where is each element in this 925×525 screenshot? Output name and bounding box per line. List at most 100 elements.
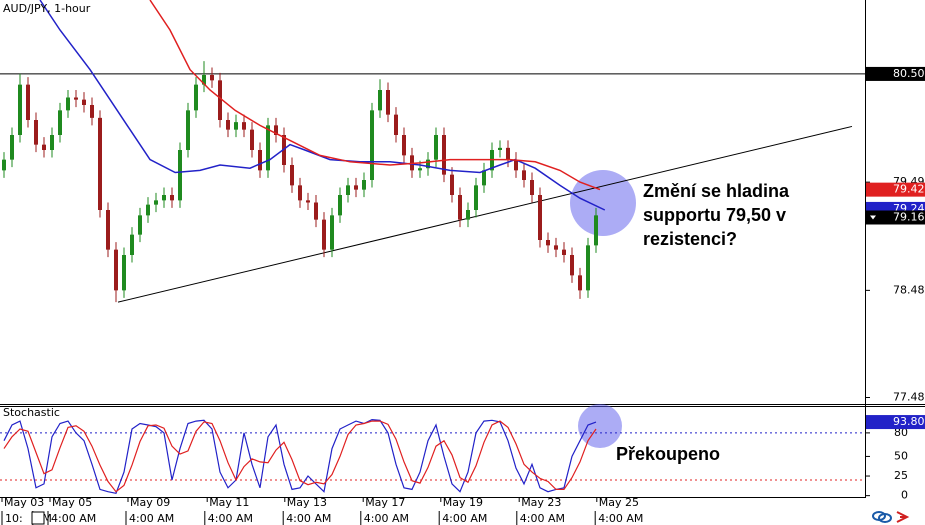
x-tick-label: May 09	[130, 496, 170, 509]
candle-body	[434, 135, 438, 160]
candle-body	[122, 255, 126, 291]
candle-body	[578, 275, 582, 291]
candle-body	[498, 147, 502, 150]
x-tick-label: 4:00 AM	[51, 512, 96, 525]
candle-body	[274, 125, 278, 135]
highlight-circle	[570, 170, 636, 236]
price-badge-label: 80.50	[893, 67, 925, 80]
y-tick-label: 77.48	[893, 391, 925, 404]
value-badge	[866, 415, 925, 430]
price-badge-label: 79.42	[893, 183, 925, 196]
candle-body	[426, 159, 430, 169]
annotation: rezistenci?	[643, 229, 737, 249]
y-tick-label: 25	[894, 469, 908, 482]
candle-body	[210, 75, 214, 81]
candle-body	[42, 144, 46, 150]
candle-body	[178, 150, 182, 201]
chart-title: AUD/JPY, 1-hour	[3, 2, 91, 15]
candle-body	[338, 195, 342, 216]
x-tick-label: May 19	[443, 496, 483, 509]
candle-body	[314, 202, 318, 220]
stochastic-line	[3, 418, 597, 494]
candle-body	[530, 180, 534, 195]
toolbar-icons[interactable]	[872, 511, 910, 523]
annotation: supportu 79,50 v	[643, 205, 786, 225]
price-badge-label: 79.16	[893, 211, 925, 224]
candle-body	[474, 185, 478, 210]
x-tick-label: May 25	[599, 496, 639, 509]
candle-body	[26, 84, 30, 120]
x-tick-label: 4:00 AM	[520, 512, 565, 525]
candle-body	[482, 170, 486, 186]
x-tick-label: 10:	[5, 512, 23, 525]
candle-body	[58, 110, 62, 135]
trendline	[117, 125, 853, 303]
highlight-circle	[578, 404, 622, 448]
candle-body	[50, 135, 54, 150]
candle-body	[522, 170, 526, 180]
candle-body	[18, 84, 22, 135]
candle-body	[114, 249, 118, 291]
x-tick-label: May 03	[4, 496, 44, 509]
candle-body	[554, 245, 558, 250]
candle-body	[458, 195, 462, 220]
candle-body	[194, 84, 198, 111]
candle-body	[250, 129, 254, 150]
x-tick-label: 4:00 AM	[208, 512, 253, 525]
candle-body	[74, 97, 78, 100]
x-tick-label: May 17	[365, 496, 405, 509]
candle-body	[154, 200, 158, 205]
candle-body	[138, 215, 142, 235]
candle-body	[362, 180, 366, 190]
candle-body	[378, 90, 382, 111]
candle-body	[186, 110, 190, 150]
x-tick-label: 4:00 AM	[286, 512, 331, 525]
candle-body	[298, 185, 302, 201]
candle-body	[82, 99, 86, 105]
arrow-icon[interactable]	[896, 511, 910, 523]
candle-body	[442, 135, 446, 175]
value-badge-label: 93.80	[893, 415, 925, 428]
x-tick-label: May 23	[521, 496, 561, 509]
candle-body	[450, 174, 454, 195]
candle-body	[106, 210, 110, 250]
x-tick-label: 4:00 AM	[598, 512, 643, 525]
candle-body	[130, 234, 134, 255]
link-icon[interactable]	[878, 513, 892, 523]
candle-body	[242, 122, 246, 130]
x-tick-label: May 11	[209, 496, 249, 509]
candle-body	[402, 135, 406, 156]
candle-body	[146, 204, 150, 216]
candle-body	[570, 255, 574, 276]
candle-body	[90, 105, 94, 118]
candle-body	[322, 219, 326, 250]
x-tick-label: May 13	[287, 496, 327, 509]
candle-body	[394, 114, 398, 135]
indicator-title: Stochastic	[3, 406, 60, 419]
y-tick-label: 50	[894, 449, 908, 462]
candle-body	[562, 249, 566, 255]
candle-body	[306, 200, 310, 203]
price-badge	[866, 182, 925, 197]
candle-body	[10, 135, 14, 160]
y-tick-label: 78.48	[893, 283, 925, 296]
candle-body	[266, 125, 270, 171]
y-tick-label: 80	[894, 426, 908, 439]
candle-body	[202, 75, 206, 85]
cursor-box	[31, 511, 45, 525]
moving-average	[149, 0, 601, 191]
candle-body	[170, 195, 174, 201]
x-tick-label: 4:00 AM	[364, 512, 409, 525]
x-tick-label: 4:00 AM	[129, 512, 174, 525]
price-badge	[866, 210, 925, 225]
candle-body	[514, 159, 518, 171]
candle-body	[370, 110, 374, 180]
price-badge	[866, 66, 925, 81]
x-tick-label: 4:00 AM	[442, 512, 487, 525]
down-arrow-icon	[870, 215, 876, 220]
candle-body	[98, 117, 102, 210]
candle-body	[466, 210, 470, 220]
